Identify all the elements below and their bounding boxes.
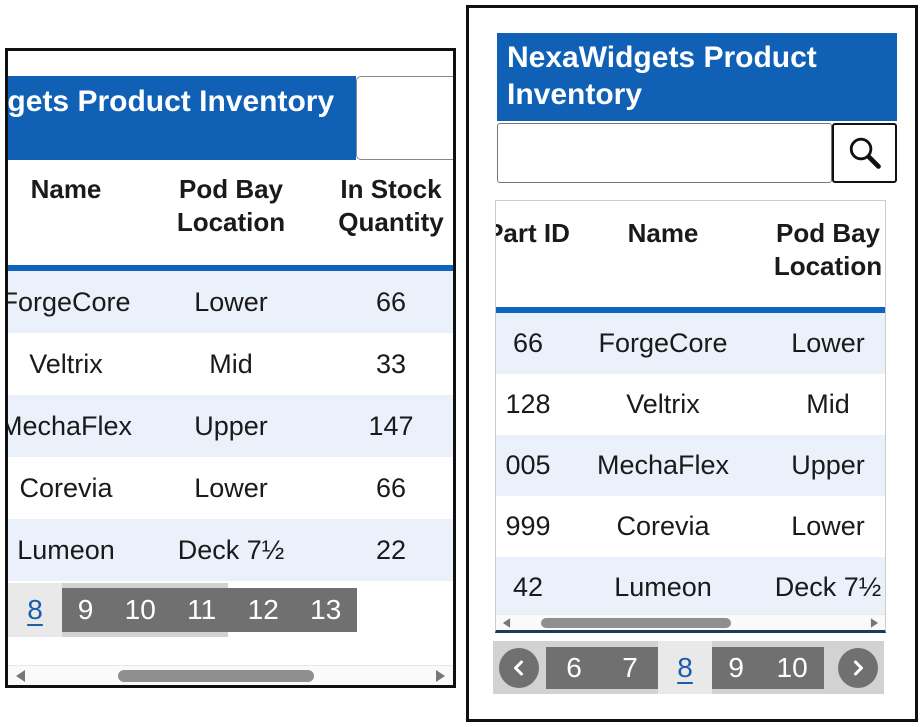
table-row: 66 ForgeCore Lower 66: [496, 313, 885, 374]
table-row: 128 Veltrix Mid 33: [496, 374, 885, 435]
current-page-label: 8: [27, 594, 43, 625]
chevron-left-icon: [514, 660, 523, 675]
page-button[interactable]: 9: [728, 651, 744, 683]
cell-name: MechaFlex: [5, 410, 133, 441]
cell-name: Corevia: [19, 472, 113, 503]
horizontal-scrollbar[interactable]: [496, 614, 885, 630]
cell-name: ForgeCore: [5, 286, 131, 317]
pagination-bar: 8 9 10 11 12 13: [8, 583, 357, 637]
cell-quantity: 66: [375, 286, 407, 317]
cell-part-id: 005: [505, 450, 551, 480]
cell-location: Mid: [806, 389, 850, 419]
cell-name: Lumeon: [17, 534, 115, 565]
cell-location: Lower: [791, 511, 865, 541]
column-header-location: Pod Bay Location: [176, 174, 286, 238]
scroll-left-arrow-icon[interactable]: [502, 618, 511, 628]
cell-name: Veltrix: [626, 389, 700, 419]
page-title: NexaWidgets Product Inventory: [497, 33, 897, 121]
cell-location: Lower: [194, 286, 268, 317]
cell-name: ForgeCore: [598, 328, 728, 358]
search-button[interactable]: [832, 123, 897, 183]
pagination-page-group: 9 10: [712, 646, 824, 689]
cell-part-id: 128: [505, 389, 551, 419]
scroll-right-arrow-icon[interactable]: [870, 618, 879, 628]
cell-location: Upper: [194, 410, 268, 441]
column-header-name: Name: [627, 218, 699, 248]
current-page-label: 8: [677, 651, 693, 683]
header-divider: [496, 307, 885, 313]
scrollbar-thumb[interactable]: [118, 670, 314, 682]
pagination-current-page[interactable]: 8: [658, 641, 712, 694]
next-page-button[interactable]: [838, 647, 878, 688]
page-button[interactable]: 13: [310, 594, 342, 625]
cell-location: Lower: [791, 328, 865, 358]
table-row: 999 Corevia Lower 66: [8, 457, 453, 519]
header-divider: [8, 265, 453, 271]
left-scrolled-content: NexaWidgets Product Inventory Part ID Na…: [5, 51, 453, 685]
table-scroll-container[interactable]: Part ID Name Pod Bay Location In Stock Q…: [495, 200, 886, 633]
page-button[interactable]: 12: [247, 594, 279, 625]
chevron-right-icon: [854, 660, 863, 675]
page-button[interactable]: 9: [77, 594, 94, 625]
page-title: NexaWidgets Product Inventory: [8, 76, 356, 160]
page-button[interactable]: 10: [124, 594, 156, 625]
table-row: 999 Corevia Lower 66: [496, 496, 885, 557]
column-header-name: Name: [30, 174, 102, 204]
cell-name: Corevia: [616, 511, 710, 541]
table-body: 66 ForgeCore Lower 66 128 Veltrix Mid 33…: [496, 313, 885, 618]
scroll-left-arrow-icon[interactable]: [16, 670, 25, 682]
page-button[interactable]: 11: [187, 594, 217, 625]
pagination-page-group: 6 7: [546, 646, 658, 689]
table-row: 66 ForgeCore Lower 66: [5, 271, 453, 333]
cell-location: Mid: [209, 348, 253, 379]
pagination-bar: 6 7 8 9 10: [493, 641, 884, 694]
table-row: 42 Lumeon Deck 7½ 22: [496, 557, 885, 618]
table-header-row: Part ID Name Pod Bay Location In Stock Q…: [496, 201, 885, 307]
table-row: 42 Lumeon Deck 7½ 22: [8, 519, 453, 581]
cell-location: Deck 7½: [774, 572, 882, 602]
cell-name: Veltrix: [29, 348, 103, 379]
cell-location: Deck 7½: [177, 534, 285, 565]
window-left: NexaWidgets Product Inventory Part ID Na…: [5, 48, 456, 688]
horizontal-scrollbar[interactable]: [8, 665, 453, 685]
page-button[interactable]: 10: [776, 651, 808, 683]
cell-part-id: 42: [512, 572, 544, 602]
scroll-right-arrow-icon[interactable]: [436, 670, 445, 682]
page-button[interactable]: 7: [622, 651, 638, 683]
previous-page-button[interactable]: [499, 647, 539, 688]
cell-quantity: 147: [368, 410, 414, 441]
right-scrolled-content: Part ID Name Pod Bay Location In Stock Q…: [496, 201, 885, 618]
column-header-quantity: In Stock Quantity: [338, 174, 444, 238]
pagination-page-group: 9 10 11 12 13: [62, 588, 357, 632]
pagination-current-page[interactable]: 8: [8, 583, 62, 637]
table-header-row: Part ID Name Pod Bay Location In Stock Q…: [8, 173, 453, 240]
search-input[interactable]: [497, 123, 832, 183]
table-body: 66 ForgeCore Lower 66 128 Veltrix Mid 33…: [5, 271, 453, 581]
cell-part-id: 999: [505, 511, 551, 541]
table-row: 128 Veltrix Mid 33: [8, 333, 453, 395]
cell-quantity: 66: [375, 472, 407, 503]
page-button[interactable]: 6: [566, 651, 582, 683]
cell-name: MechaFlex: [596, 450, 730, 480]
cell-part-id: 66: [512, 328, 544, 358]
window-right: NexaWidgets Product Inventory Part ID Na…: [466, 5, 918, 722]
cell-name: Lumeon: [614, 572, 712, 602]
scrollbar-thumb[interactable]: [541, 618, 731, 628]
cell-location: Lower: [194, 472, 268, 503]
table-row: 005 MechaFlex Upper 147: [5, 395, 453, 457]
column-header-location: Pod Bay Location: [773, 218, 883, 282]
search-input[interactable]: [356, 76, 453, 160]
table-row: 005 MechaFlex Upper 147: [496, 435, 885, 496]
cell-quantity: 33: [375, 348, 407, 379]
column-header-part-id: Part ID: [496, 218, 570, 248]
cell-location: Upper: [791, 450, 865, 480]
magnifier-icon: [849, 137, 881, 169]
cell-quantity: 22: [375, 534, 407, 565]
